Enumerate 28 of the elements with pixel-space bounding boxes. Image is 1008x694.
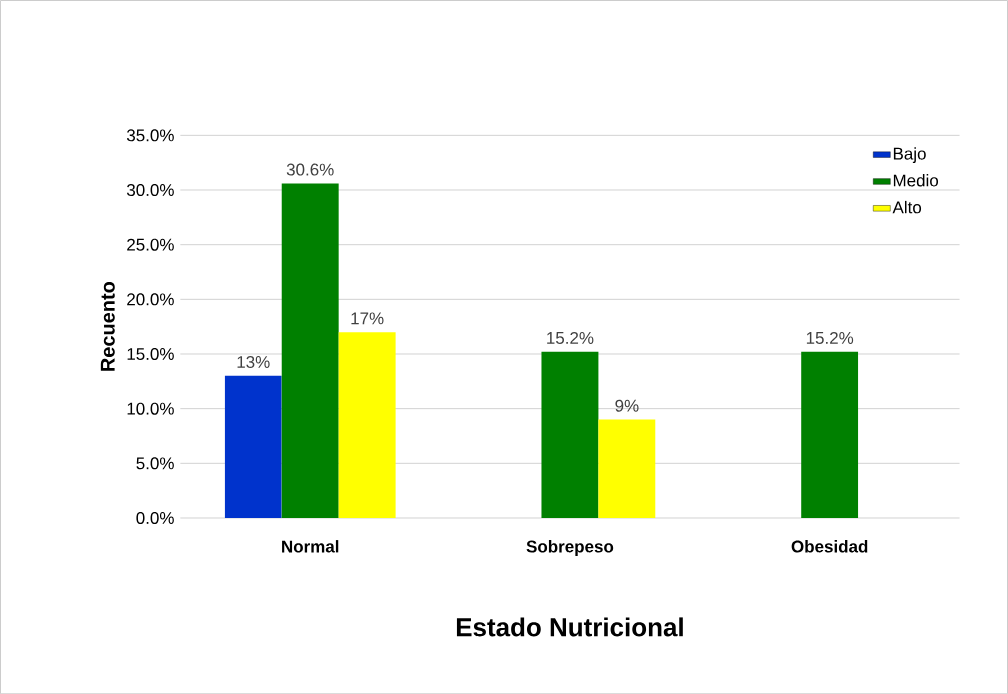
data-label: 9% (615, 399, 639, 412)
bar (598, 419, 656, 518)
bar (281, 183, 339, 518)
y-tick-label: 20.0% (127, 293, 174, 306)
bar (801, 351, 859, 518)
x-axis-title: Estado Nutricional (456, 617, 683, 637)
y-tick-label: 15.0% (127, 347, 174, 360)
y-tick-label: 30.0% (126, 183, 174, 196)
y-tick-label: 25.0% (127, 238, 174, 251)
bar (224, 375, 282, 518)
x-tick-label: Normal (282, 539, 339, 553)
x-tick-label: Sobrepeso (526, 539, 614, 556)
legend-label: Bajo (893, 147, 926, 163)
data-label: 30.6% (286, 163, 334, 176)
x-tick-label: Obesidad (791, 539, 868, 553)
legend-label: Medio (893, 173, 939, 187)
data-label: 15.2% (806, 331, 854, 344)
data-label: 15.2% (547, 331, 594, 344)
bar (541, 351, 599, 518)
y-tick-label: 5.0% (136, 457, 174, 470)
data-label: 13% (237, 355, 270, 368)
legend-label: Alto (892, 200, 922, 214)
y-tick-label: 0.0% (136, 511, 174, 524)
bar (338, 331, 396, 518)
y-tick-label: 10.0% (127, 402, 174, 415)
y-axis-title: Recuento (100, 281, 115, 371)
y-tick-label: 35.0% (126, 129, 174, 142)
data-label: 17% (351, 312, 384, 325)
